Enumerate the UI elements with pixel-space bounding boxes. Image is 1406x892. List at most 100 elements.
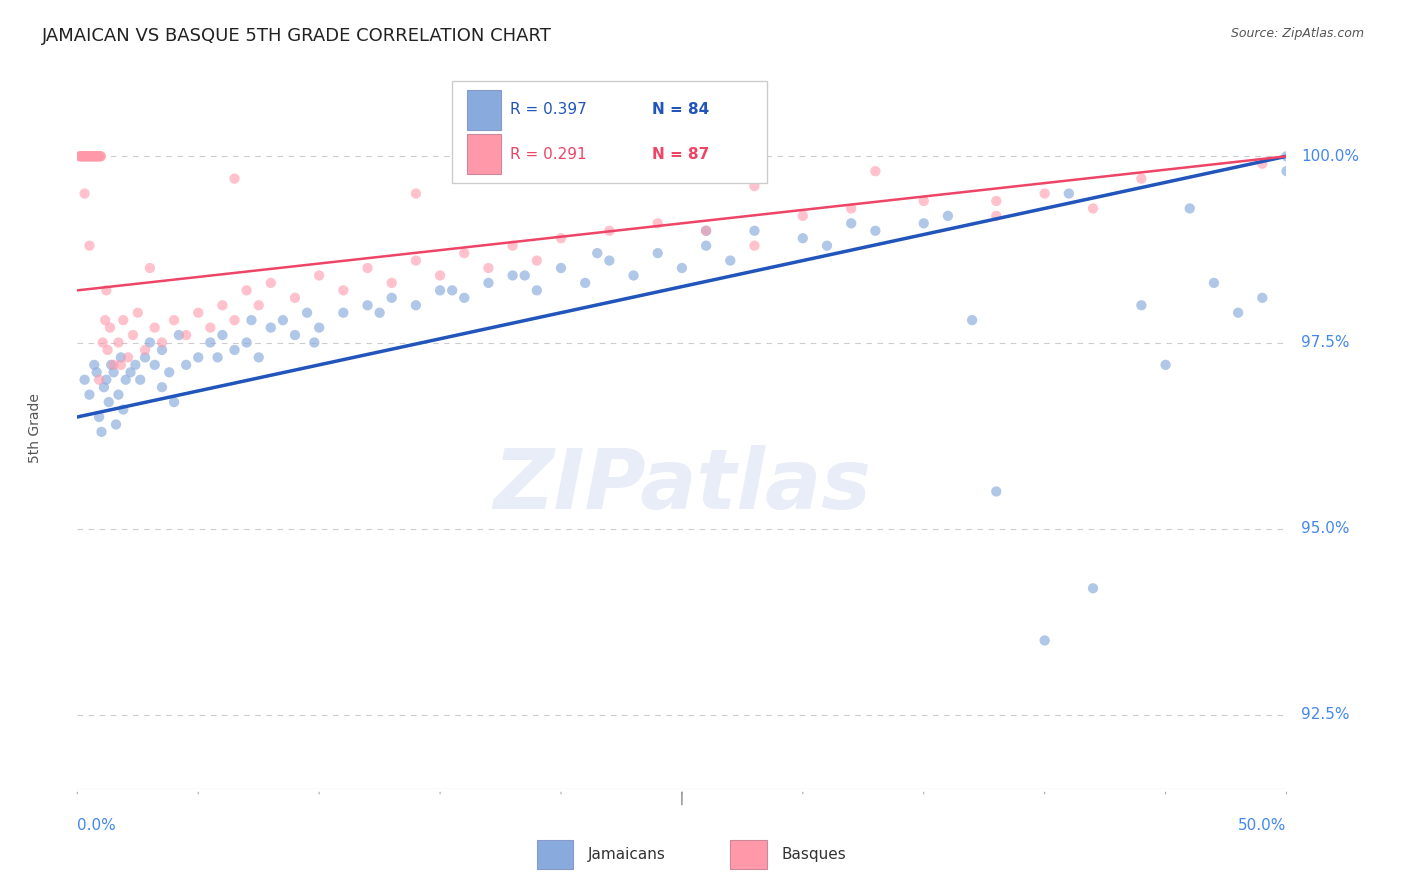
Point (815, 238, 838, 252)
Point (224, 343, 246, 357)
Point (271, 313, 294, 327)
Point (356, 260, 378, 275)
Point (1033, 186, 1056, 201)
Point (84, 149, 107, 163)
Point (912, 216, 935, 230)
Point (89, 149, 111, 163)
Point (103, 365, 125, 379)
Point (96, 284, 118, 298)
Text: 95.0%: 95.0% (1301, 521, 1350, 536)
Point (744, 179, 766, 194)
Point (405, 253, 427, 268)
Point (77, 149, 100, 163)
Point (76, 149, 98, 163)
Point (163, 313, 186, 327)
Point (647, 246, 669, 260)
Point (453, 246, 475, 260)
FancyBboxPatch shape (453, 81, 766, 183)
Point (1227, 306, 1250, 320)
Point (87, 373, 110, 387)
Point (87, 409, 110, 424)
Point (83, 358, 105, 372)
Point (839, 202, 862, 216)
Text: 97.5%: 97.5% (1301, 335, 1350, 350)
Point (82, 149, 104, 163)
Point (1275, 149, 1298, 163)
Point (477, 260, 499, 275)
Text: N = 84: N = 84 (652, 103, 709, 117)
Point (839, 216, 862, 230)
Point (93, 380, 115, 394)
Point (174, 358, 197, 372)
Point (73, 186, 96, 201)
Point (598, 253, 620, 268)
Point (112, 402, 135, 417)
Text: 92.5%: 92.5% (1301, 707, 1350, 723)
Point (936, 209, 959, 223)
Point (139, 260, 162, 275)
Point (1178, 202, 1201, 216)
Point (477, 276, 499, 290)
Point (87, 149, 110, 163)
Point (134, 343, 156, 357)
Point (91, 335, 114, 350)
Point (129, 373, 152, 387)
Point (792, 209, 814, 223)
Point (69, 149, 91, 163)
Point (83, 149, 105, 163)
Point (134, 351, 156, 365)
Point (623, 268, 645, 283)
Point (381, 291, 404, 305)
Point (1081, 582, 1104, 596)
Point (308, 268, 330, 283)
Point (1251, 157, 1274, 171)
Text: N = 87: N = 87 (652, 146, 709, 161)
Point (247, 351, 270, 365)
Point (1251, 291, 1274, 305)
Point (86, 149, 108, 163)
Point (308, 320, 330, 334)
Point (84, 149, 107, 163)
Point (405, 186, 427, 201)
Point (139, 335, 162, 350)
Point (1154, 358, 1177, 372)
Point (247, 298, 270, 312)
Point (110, 351, 132, 365)
Point (550, 231, 572, 245)
Point (405, 298, 427, 312)
Point (1130, 298, 1153, 312)
Point (73, 373, 96, 387)
Text: R = 0.397: R = 0.397 (510, 103, 586, 117)
Text: Basques: Basques (782, 847, 846, 862)
Point (986, 209, 1008, 223)
Point (502, 238, 524, 252)
Point (912, 194, 935, 208)
Text: 5th Grade: 5th Grade (28, 393, 42, 463)
Text: R = 0.291: R = 0.291 (510, 146, 586, 161)
Point (744, 224, 766, 238)
Text: JAMAICAN VS BASQUE 5TH GRADE CORRELATION CHART: JAMAICAN VS BASQUE 5TH GRADE CORRELATION… (42, 27, 553, 45)
Point (453, 291, 475, 305)
Point (112, 313, 135, 327)
Text: Jamaicans: Jamaicans (588, 847, 665, 862)
Point (77, 149, 100, 163)
Point (224, 171, 246, 186)
Point (90, 425, 112, 439)
Point (235, 335, 257, 350)
Point (211, 298, 233, 312)
Point (260, 320, 283, 334)
Point (526, 284, 548, 298)
Text: ZIPatlas: ZIPatlas (494, 445, 870, 526)
Point (207, 351, 229, 365)
Text: 100.0%: 100.0% (1301, 149, 1360, 164)
Point (163, 395, 186, 409)
Point (82, 149, 104, 163)
Text: 0.0%: 0.0% (77, 818, 117, 833)
Point (671, 260, 693, 275)
Point (1130, 171, 1153, 186)
Point (167, 328, 190, 343)
FancyBboxPatch shape (467, 135, 501, 174)
Point (72, 149, 94, 163)
Point (200, 335, 222, 350)
Point (235, 284, 257, 298)
